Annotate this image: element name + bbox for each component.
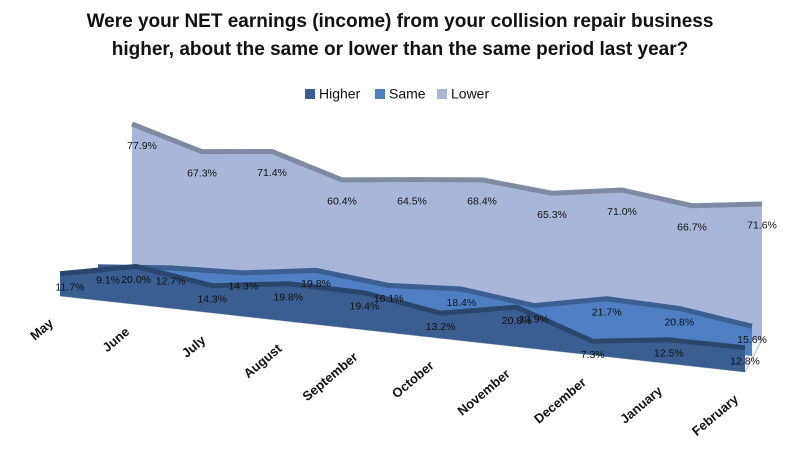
value-label: 12.5% [654,348,684,360]
legend-label: Lower [451,86,489,102]
x-tick-label: January [617,383,665,427]
legend-swatch [437,89,447,99]
value-label: 7.3% [581,349,605,361]
value-label: 9.1% [96,274,120,286]
value-label: 71.0% [607,206,637,218]
value-label: 20.8% [664,316,694,328]
x-tick-label: June [99,324,132,355]
legend-swatch [305,89,315,99]
x-tick-label: December [531,375,589,427]
value-label: 67.3% [187,167,217,179]
value-label: 19.8% [301,278,331,290]
value-label: 14.3% [197,294,227,306]
value-label: 19.4% [350,301,380,313]
value-label: 19.8% [273,291,303,303]
legend-swatch [375,89,385,99]
value-label: 12.7% [156,276,186,288]
value-label: 14.3% [228,281,258,293]
legend-label: Higher [319,86,361,102]
x-tick-label: May [27,315,57,343]
value-label: 11.7% [56,282,85,294]
x-tick-label: September [299,349,360,404]
area-edge [97,264,753,329]
area [60,266,745,372]
value-label: 77.9% [127,140,157,152]
x-tick-label: October [389,358,437,402]
value-label: 15.6% [737,334,767,346]
value-label: 21.7% [592,307,622,319]
value-label: 12.8% [730,355,760,367]
legend-label: Same [389,86,426,102]
value-label: 13.9% [519,313,549,325]
x-tick-label: July [179,332,209,361]
value-label: 60.4% [327,196,357,208]
x-tick-label: November [454,366,512,418]
area-edge [131,121,763,209]
value-label: 68.4% [467,196,497,208]
value-label: 16.1% [374,293,404,305]
value-label: 64.5% [397,195,427,207]
x-tick-label: February [689,391,742,439]
value-label: 20.0% [121,274,151,286]
value-label: 66.7% [677,221,707,233]
value-label: 13.2% [426,321,456,333]
x-tick-label: August [241,340,285,381]
area-edge [59,263,746,351]
value-label: 20.8% [502,315,532,327]
value-label: 71.4% [257,167,287,179]
value-label: 65.3% [537,209,567,221]
chart-title: Were your NET earnings (income) from you… [87,11,714,32]
value-label: 71.6% [747,220,777,232]
chart-title: higher, about the same or lower than the… [112,39,689,60]
value-label: 18.4% [446,297,476,309]
